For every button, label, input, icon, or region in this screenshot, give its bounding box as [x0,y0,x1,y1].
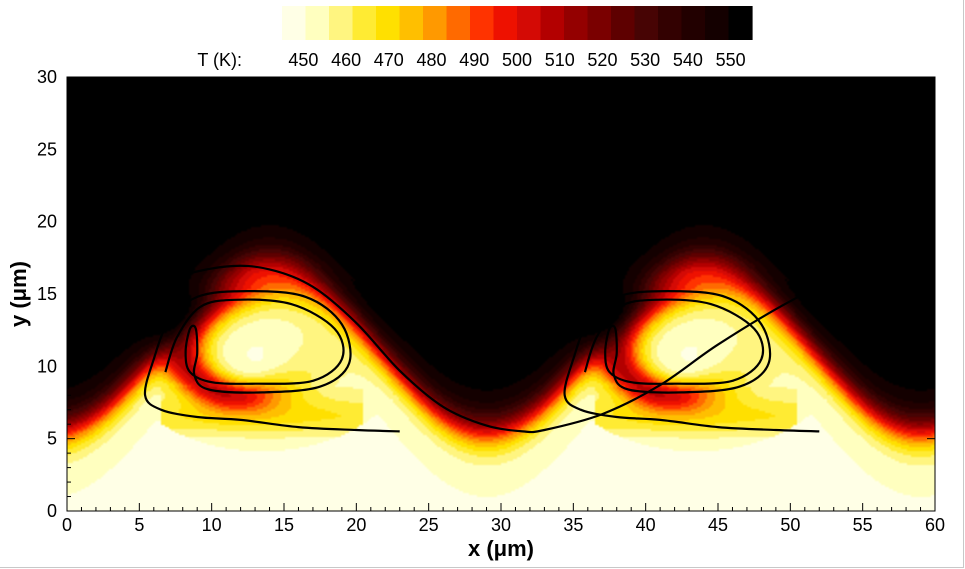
x-tick-label: 60 [925,515,945,535]
colorbar-label: T (K): [197,50,242,70]
y-tick-label: 20 [37,212,57,232]
colorbar-tick-label: 550 [716,50,746,70]
colorbar-tick-label: 450 [288,50,318,70]
y-tick-label: 30 [37,67,57,87]
colorbar-swatch [540,6,565,40]
colorbar-swatch [728,6,753,40]
plot-area [67,77,935,511]
colorbar-swatch [446,6,471,40]
colorbar-swatch [376,6,401,40]
colorbar-tick-label: 460 [331,50,361,70]
colorbar-tick-labels: 450 460 470 480 490 500 510 520 530 540 550 [288,50,745,70]
colorbar-tick-label: 530 [630,50,660,70]
contour-lines [67,264,935,434]
y-tick-label: 25 [37,139,57,159]
colorbar-swatch [282,6,307,40]
colorbar-swatch [681,6,706,40]
colorbar-swatch [399,6,424,40]
y-tick-label: 5 [47,429,57,449]
colorbar-tick-label: 510 [545,50,575,70]
x-tick-label: 20 [346,515,366,535]
colorbar-swatch [423,6,448,40]
axes: 0 5 10 15 20 25 30 35 40 45 50 55 60 0 5 10 15 20 25 30 [37,67,945,535]
colorbar-tick-label: 480 [417,50,447,70]
colorbar-tick-label: 540 [673,50,703,70]
contour-line [67,264,935,434]
x-tick-label: 50 [780,515,800,535]
colorbar-swatch [705,6,730,40]
colorbar-swatch [634,6,659,40]
colorbar-tick-label: 470 [374,50,404,70]
x-tick-label: 5 [134,515,144,535]
x-tick-label: 15 [274,515,294,535]
y-axis-title: y (μm) [6,261,31,327]
x-tick-label: 0 [62,515,72,535]
colorbar-swatch [587,6,612,40]
colorbar-tick-label: 490 [459,50,489,70]
colorbar-swatch [305,6,330,40]
contour-line [143,290,400,433]
contour-line [563,290,820,433]
x-tick-label: 10 [202,515,222,535]
x-tick-label: 35 [563,515,583,535]
colorbar-tick-label: 500 [502,50,532,70]
colorbar-tick-label: 520 [587,50,617,70]
x-tick-label: 25 [419,515,439,535]
colorbar-swatch [352,6,377,40]
x-tick-label: 40 [636,515,656,535]
colorbar-swatch [493,6,518,40]
x-tick-label: 55 [853,515,873,535]
colorbar-swatch [329,6,354,40]
y-tick-label: 0 [47,501,57,521]
x-axis-title: x (μm) [468,536,534,561]
colorbar [282,6,753,40]
colorbar-swatch [564,6,589,40]
colorbar-swatch [517,6,542,40]
colorbar-swatch [658,6,683,40]
colorbar-swatch [470,6,495,40]
x-tick-label: 30 [491,515,511,535]
x-tick-label: 45 [708,515,728,535]
y-tick-label: 10 [37,356,57,376]
colorbar-swatch [611,6,636,40]
y-tick-label: 15 [37,284,57,304]
